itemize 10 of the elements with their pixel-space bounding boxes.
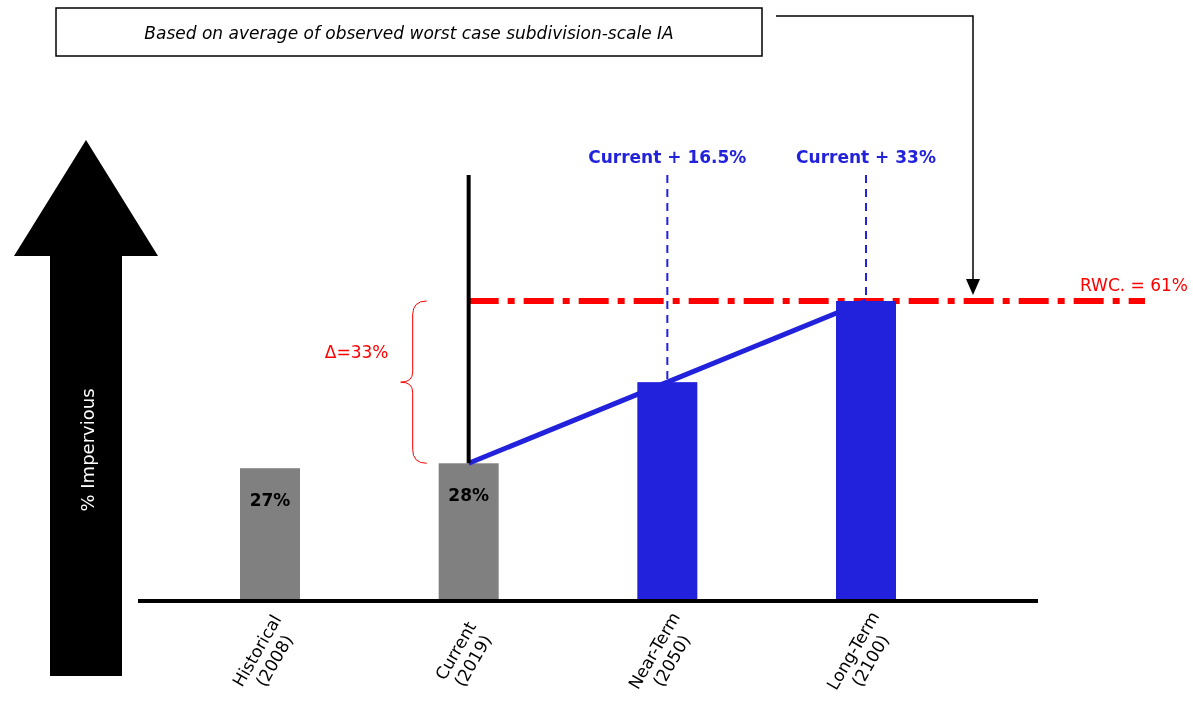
data-label: 27% xyxy=(249,490,291,511)
ref-line-label: Current + 16.5% xyxy=(588,147,747,167)
y-axis-title: % Impervious xyxy=(77,388,98,512)
annotation: Δ=33% xyxy=(324,342,389,363)
ref-line-label: Current + 33% xyxy=(796,147,936,167)
bar xyxy=(438,463,499,601)
ref-line-label: RWC. = 61% xyxy=(1079,275,1188,295)
text: Based on average of observed worst case subdivision-scale IA xyxy=(144,23,674,43)
data-label: 28% xyxy=(448,485,490,506)
bar xyxy=(240,468,300,601)
